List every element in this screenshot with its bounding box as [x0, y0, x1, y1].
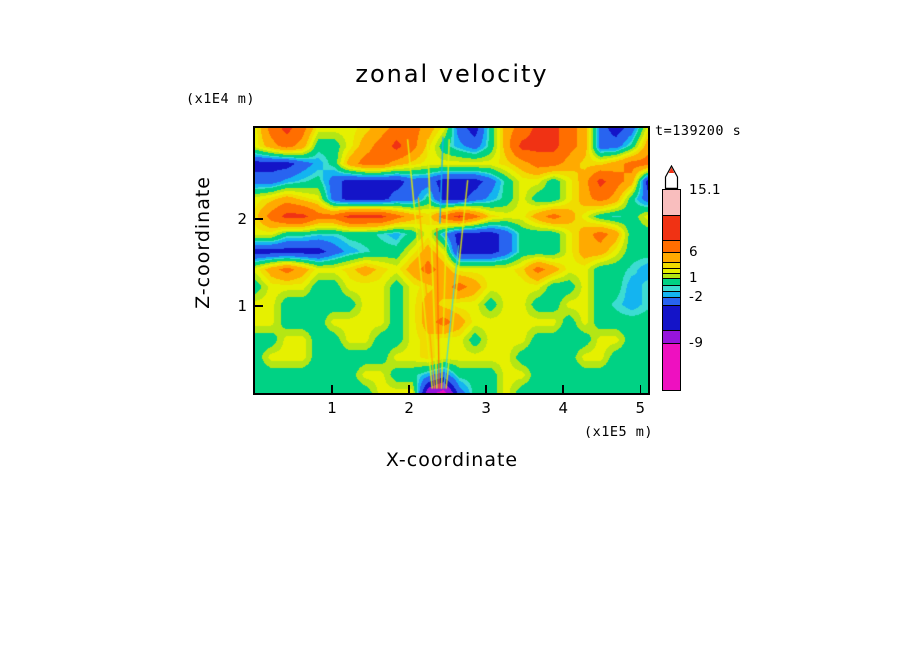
colorbar-segment [663, 189, 680, 215]
colorbar-segment [663, 296, 680, 305]
x-tick-label: 1 [327, 399, 337, 417]
colorbar-tick-label: -9 [689, 335, 704, 351]
x-tick-label: 2 [404, 399, 414, 417]
colorbar-segment [663, 304, 680, 330]
x-tick [485, 385, 487, 393]
contour-field [255, 128, 648, 393]
z-tick [255, 218, 263, 220]
colorbar-segment [663, 290, 680, 297]
colorbar-tick-label: 1 [689, 270, 699, 286]
plot-area [253, 126, 650, 395]
x-tick-label: 4 [558, 399, 568, 417]
colorbar-segment [663, 277, 680, 285]
colorbar-segment [663, 239, 680, 252]
z-tick [255, 305, 263, 307]
colorbar-max-arrow-icon [663, 164, 680, 193]
colorbar-segment [663, 329, 680, 343]
x-tick-label: 3 [481, 399, 491, 417]
z-axis-unit: (x1E4 m) [185, 91, 255, 107]
colorbar-segment [663, 284, 680, 291]
timestamp: t=139200 s [655, 123, 742, 139]
colorbar-segment [663, 272, 680, 278]
colorbar-segment [663, 214, 680, 240]
colorbar-segment [663, 251, 680, 262]
z-axis-label: Z-coordinate [192, 176, 214, 309]
x-tick [639, 385, 642, 393]
x-axis-label: X-coordinate [385, 449, 519, 471]
x-tick-label: 5 [635, 399, 646, 417]
colorbar-tick-label: 15.1 [689, 182, 722, 198]
colorbar-segment [663, 267, 680, 273]
colorbar-tick-label: -2 [689, 289, 704, 305]
plot-title: zonal velocity [355, 60, 549, 88]
z-tick-label: 2 [237, 210, 247, 229]
x-tick [408, 385, 410, 393]
colorbar-segment [663, 261, 680, 268]
colorbar-segment [663, 342, 680, 390]
colorbar-tick-label: 6 [689, 244, 699, 260]
x-axis-unit: (x1E5 m) [583, 424, 653, 440]
z-tick-label: 1 [237, 297, 247, 316]
colorbar [662, 188, 681, 391]
x-tick [562, 385, 564, 393]
x-tick [331, 385, 333, 393]
